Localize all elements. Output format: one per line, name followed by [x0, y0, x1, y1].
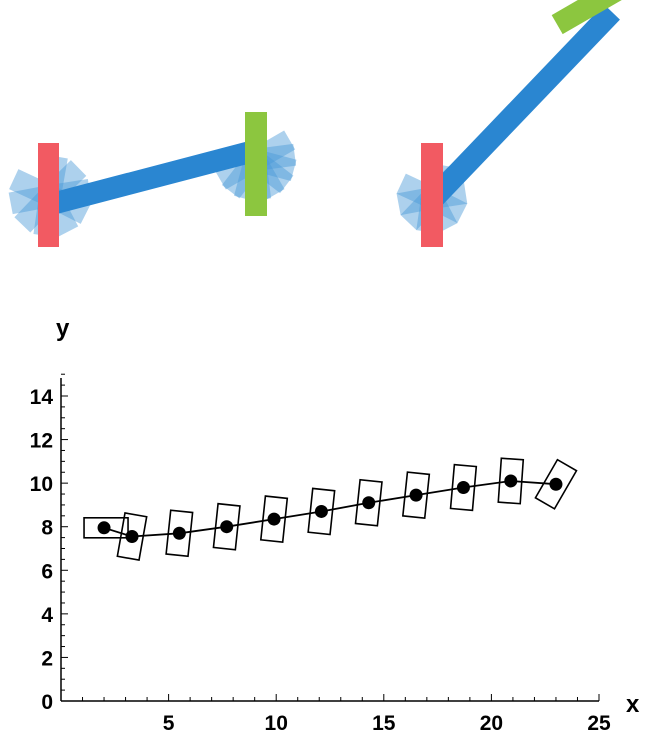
data-point [267, 512, 281, 526]
data-point [362, 496, 376, 510]
y-axis-label: y [56, 315, 70, 342]
x-tick-label: 10 [265, 712, 288, 735]
right-plate [245, 112, 267, 216]
y-tick-label: 6 [41, 560, 53, 583]
chain-link [116, 512, 148, 562]
chain-link [534, 458, 578, 510]
chain-link [354, 478, 383, 527]
left-plate [38, 143, 59, 247]
links [83, 457, 578, 562]
data-point [409, 488, 423, 502]
y-tick-label: 10 [30, 473, 53, 496]
data-point [172, 526, 186, 540]
beam [45, 139, 261, 216]
x-tick-label: 15 [372, 712, 396, 735]
chain-link [449, 463, 478, 512]
data-point [220, 520, 234, 534]
chain-link [401, 471, 431, 520]
x-tick-label: 5 [163, 712, 175, 735]
y-tick-label: 2 [41, 647, 53, 670]
ticks [60, 373, 600, 702]
data-point [125, 530, 139, 544]
chain-link [259, 495, 289, 543]
x-tick-label: 20 [480, 712, 503, 735]
points [97, 474, 563, 544]
y-tick-label: 12 [30, 430, 53, 453]
top-right-diagram [396, 0, 650, 247]
chain-link [497, 457, 525, 505]
y-tick-label: 0 [41, 691, 53, 714]
chart: y x 5 10 15 20 25 0 2 4 6 8 10 12 14 [30, 315, 640, 735]
data-point [314, 504, 328, 518]
tick-labels: 5 10 15 20 25 0 2 4 6 8 10 12 14 [30, 386, 611, 735]
y-tick-label: 14 [30, 386, 54, 409]
right-plate-2 [551, 0, 650, 35]
chain-link [165, 509, 194, 558]
chain-link [83, 517, 129, 539]
data-point [97, 521, 111, 535]
x-tick-label: 25 [587, 712, 611, 735]
beam-2 [424, 4, 620, 208]
data-point [456, 481, 470, 494]
left-plate-2 [421, 143, 443, 247]
x-axis-label: x [626, 691, 640, 718]
chain-link [212, 502, 241, 551]
top-left-diagram [8, 112, 297, 247]
y-tick-label: 4 [41, 604, 53, 627]
chain-link [307, 487, 336, 536]
y-tick-label: 8 [41, 517, 53, 540]
data-point [504, 474, 518, 488]
data-point [549, 477, 563, 491]
